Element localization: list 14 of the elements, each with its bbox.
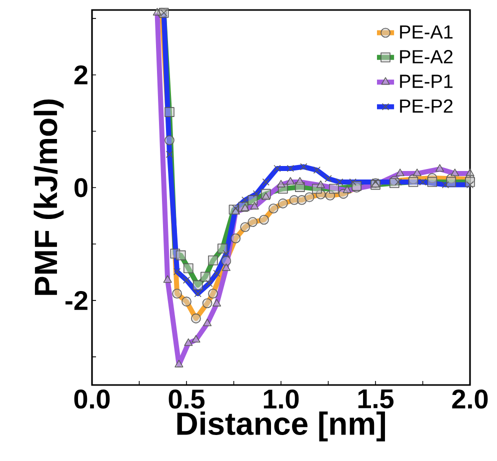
x-axis-title: Distance [nm] [177,412,385,442]
legend-label: PE-A2 [400,50,453,64]
y-tick-label: 0 [74,178,88,198]
x-tick-label: 2.0 [452,390,488,409]
x-tick-label: 1.0 [264,390,299,409]
x-tick-label: 1.5 [358,390,394,408]
x-tick-label: 0.0 [74,390,110,409]
y-tick-label: -2 [66,290,88,310]
y-axis-title: PMF (kJ/mol) [34,100,64,295]
legend-label: PE-A1 [400,25,453,39]
legend-label: PE-P1 [400,74,453,88]
x-tick-label: 0.5 [168,390,205,409]
legend-label: PE-P2 [400,99,453,113]
y-tick-label: 2 [74,65,88,84]
